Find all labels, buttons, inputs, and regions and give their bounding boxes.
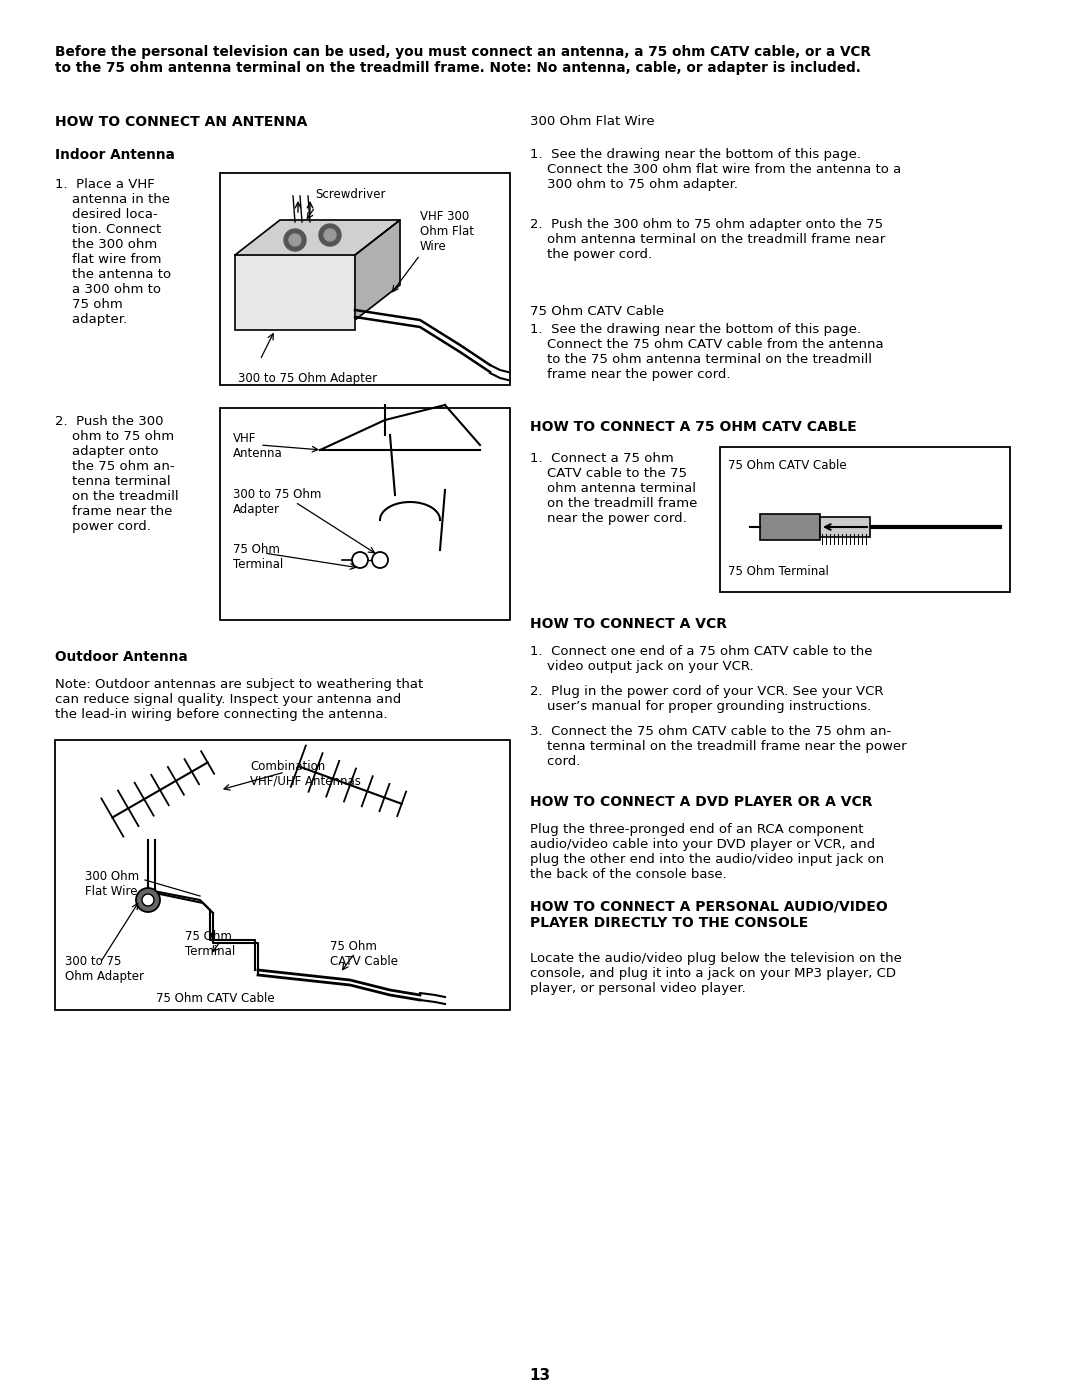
Bar: [220, 408, 510, 620]
Text: Combination
VHF/UHF Antennas: Combination VHF/UHF Antennas: [249, 760, 361, 788]
Text: 2.  Plug in the power cord of your VCR. See your VCR
    user’s manual for prope: 2. Plug in the power cord of your VCR. S…: [530, 685, 883, 712]
Text: 2.  Push the 300 ohm to 75 ohm adapter onto the 75
    ohm antenna terminal on t: 2. Push the 300 ohm to 75 ohm adapter on…: [530, 218, 886, 261]
Bar: [760, 514, 820, 541]
Text: 75 Ohm CATV Cable: 75 Ohm CATV Cable: [530, 305, 664, 319]
Text: Plug the three-pronged end of an RCA component
audio/video cable into your DVD p: Plug the three-pronged end of an RCA com…: [530, 823, 885, 882]
Text: Screwdriver: Screwdriver: [315, 189, 386, 201]
Text: 300 to 75 Ohm
Adapter: 300 to 75 Ohm Adapter: [233, 488, 322, 515]
Text: 75 Ohm CATV Cable: 75 Ohm CATV Cable: [156, 992, 274, 1004]
Text: 300 to 75
Ohm Adapter: 300 to 75 Ohm Adapter: [65, 956, 144, 983]
Circle shape: [141, 894, 154, 907]
Text: VHF
Antenna: VHF Antenna: [233, 432, 283, 460]
Bar: [55, 740, 510, 1010]
Text: 300 Ohm Flat Wire: 300 Ohm Flat Wire: [530, 115, 654, 129]
Text: 2.  Push the 300
    ohm to 75 ohm
    adapter onto
    the 75 ohm an-
    tenna: 2. Push the 300 ohm to 75 ohm adapter on…: [55, 415, 178, 534]
Text: 75 Ohm
Terminal: 75 Ohm Terminal: [185, 930, 235, 958]
Bar: [720, 447, 1010, 592]
Text: Outdoor Antenna: Outdoor Antenna: [55, 650, 188, 664]
Circle shape: [352, 552, 368, 569]
Text: HOW TO CONNECT AN ANTENNA: HOW TO CONNECT AN ANTENNA: [55, 115, 308, 129]
Text: 75 Ohm CATV Cable: 75 Ohm CATV Cable: [728, 460, 847, 472]
Text: 75 Ohm
CATV Cable: 75 Ohm CATV Cable: [330, 940, 399, 968]
Text: HOW TO CONNECT A PERSONAL AUDIO/VIDEO
PLAYER DIRECTLY TO THE CONSOLE: HOW TO CONNECT A PERSONAL AUDIO/VIDEO PL…: [530, 900, 888, 930]
Text: 300 to 75 Ohm Adapter: 300 to 75 Ohm Adapter: [238, 372, 377, 386]
Bar: [235, 256, 355, 330]
Circle shape: [284, 229, 306, 251]
Text: HOW TO CONNECT A DVD PLAYER OR A VCR: HOW TO CONNECT A DVD PLAYER OR A VCR: [530, 795, 873, 809]
Text: 75 Ohm
Terminal: 75 Ohm Terminal: [233, 543, 283, 571]
Text: 3.  Connect the 75 ohm CATV cable to the 75 ohm an-
    tenna terminal on the tr: 3. Connect the 75 ohm CATV cable to the …: [530, 725, 906, 768]
Text: 1.  Connect a 75 ohm
    CATV cable to the 75
    ohm antenna terminal
    on th: 1. Connect a 75 ohm CATV cable to the 75…: [530, 453, 698, 525]
Circle shape: [372, 552, 388, 569]
Polygon shape: [235, 219, 400, 256]
Text: 75 Ohm Terminal: 75 Ohm Terminal: [728, 564, 828, 578]
Bar: [220, 173, 510, 386]
Bar: [820, 517, 870, 536]
Text: VHF 300
Ohm Flat
Wire: VHF 300 Ohm Flat Wire: [420, 210, 474, 253]
Text: 300 Ohm
Flat Wire: 300 Ohm Flat Wire: [85, 870, 139, 898]
Circle shape: [289, 235, 301, 246]
Text: Note: Outdoor antennas are subject to weathering that
can reduce signal quality.: Note: Outdoor antennas are subject to we…: [55, 678, 423, 721]
Text: HOW TO CONNECT A VCR: HOW TO CONNECT A VCR: [530, 617, 727, 631]
Text: 1.  Connect one end of a 75 ohm CATV cable to the
    video output jack on your : 1. Connect one end of a 75 ohm CATV cabl…: [530, 645, 873, 673]
Polygon shape: [355, 219, 400, 320]
Text: 13: 13: [529, 1368, 551, 1383]
Text: Before the personal television can be used, you must connect an antenna, a 75 oh: Before the personal television can be us…: [55, 45, 870, 75]
Text: HOW TO CONNECT A 75 OHM CATV CABLE: HOW TO CONNECT A 75 OHM CATV CABLE: [530, 420, 856, 434]
Text: 1.  See the drawing near the bottom of this page.
    Connect the 300 ohm flat w: 1. See the drawing near the bottom of th…: [530, 148, 901, 191]
Text: 1.  Place a VHF
    antenna in the
    desired loca-
    tion. Connect
    the 3: 1. Place a VHF antenna in the desired lo…: [55, 177, 171, 326]
Circle shape: [324, 229, 336, 242]
Circle shape: [136, 888, 160, 912]
Text: Indoor Antenna: Indoor Antenna: [55, 148, 175, 162]
Text: Locate the audio/video plug below the television on the
console, and plug it int: Locate the audio/video plug below the te…: [530, 951, 902, 995]
Circle shape: [319, 224, 341, 246]
Text: 1.  See the drawing near the bottom of this page.
    Connect the 75 ohm CATV ca: 1. See the drawing near the bottom of th…: [530, 323, 883, 381]
